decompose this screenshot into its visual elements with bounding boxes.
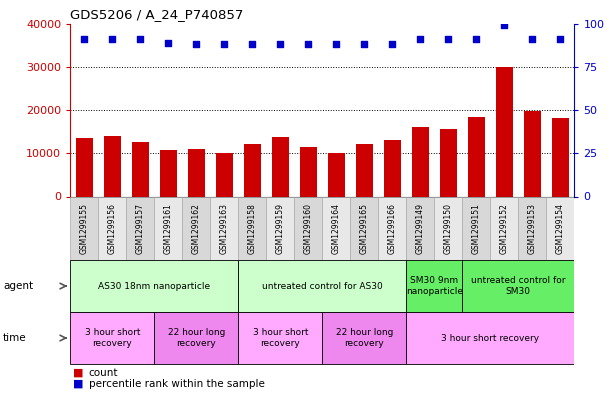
Text: GSM1299160: GSM1299160 xyxy=(304,203,313,254)
Bar xyxy=(76,138,93,196)
Text: agent: agent xyxy=(3,281,33,291)
Bar xyxy=(490,196,518,260)
Text: GSM1299155: GSM1299155 xyxy=(80,203,89,254)
Text: ■: ■ xyxy=(73,368,84,378)
Bar xyxy=(552,118,569,196)
Bar xyxy=(132,141,148,196)
Point xyxy=(444,36,453,42)
Point xyxy=(247,41,257,48)
Bar xyxy=(154,196,182,260)
Text: count: count xyxy=(89,368,118,378)
Bar xyxy=(98,196,126,260)
Bar xyxy=(546,196,574,260)
Text: GSM1299159: GSM1299159 xyxy=(276,203,285,254)
Text: GSM1299163: GSM1299163 xyxy=(220,203,229,254)
Bar xyxy=(238,196,266,260)
Text: GSM1299162: GSM1299162 xyxy=(192,203,201,254)
Bar xyxy=(160,150,177,196)
Bar xyxy=(272,137,289,196)
Text: GSM1299152: GSM1299152 xyxy=(500,203,509,254)
Point xyxy=(136,36,145,42)
Text: ■: ■ xyxy=(73,379,84,389)
Text: 3 hour short
recovery: 3 hour short recovery xyxy=(84,328,140,348)
Text: 22 hour long
recovery: 22 hour long recovery xyxy=(335,328,393,348)
Bar xyxy=(323,312,406,364)
Bar xyxy=(356,144,373,196)
Text: GSM1299165: GSM1299165 xyxy=(360,203,369,254)
Text: GSM1299164: GSM1299164 xyxy=(332,203,341,254)
Bar xyxy=(463,196,490,260)
Text: GDS5206 / A_24_P740857: GDS5206 / A_24_P740857 xyxy=(70,8,244,21)
Bar xyxy=(126,196,154,260)
Bar xyxy=(70,260,238,312)
Bar xyxy=(524,111,541,196)
Point xyxy=(304,41,313,48)
Point xyxy=(219,41,229,48)
Bar xyxy=(468,116,485,196)
Point xyxy=(415,36,425,42)
Bar xyxy=(496,67,513,196)
Bar xyxy=(406,196,434,260)
Point xyxy=(555,36,565,42)
Point xyxy=(527,36,537,42)
Text: untreated control for AS30: untreated control for AS30 xyxy=(262,281,382,290)
Text: percentile rank within the sample: percentile rank within the sample xyxy=(89,379,265,389)
Bar xyxy=(238,312,323,364)
Point xyxy=(472,36,481,42)
Bar xyxy=(406,312,574,364)
Bar xyxy=(210,196,238,260)
Text: GSM1299153: GSM1299153 xyxy=(528,203,537,254)
Point xyxy=(163,39,173,46)
Bar xyxy=(350,196,378,260)
Text: GSM1299154: GSM1299154 xyxy=(556,203,565,254)
Point xyxy=(276,41,285,48)
Bar xyxy=(70,196,98,260)
Point xyxy=(108,36,117,42)
Point xyxy=(387,41,397,48)
Text: AS30 18nm nanoparticle: AS30 18nm nanoparticle xyxy=(98,281,210,290)
Text: GSM1299149: GSM1299149 xyxy=(416,203,425,254)
Bar xyxy=(440,130,456,196)
Bar xyxy=(266,196,295,260)
Point xyxy=(79,36,89,42)
Text: 22 hour long
recovery: 22 hour long recovery xyxy=(167,328,225,348)
Point xyxy=(359,41,369,48)
Bar xyxy=(238,260,406,312)
Text: 3 hour short
recovery: 3 hour short recovery xyxy=(252,328,308,348)
Bar xyxy=(182,196,210,260)
Text: GSM1299156: GSM1299156 xyxy=(108,203,117,254)
Text: time: time xyxy=(3,333,27,343)
Point xyxy=(499,22,509,28)
Bar xyxy=(216,153,233,196)
Bar xyxy=(154,312,238,364)
Point xyxy=(191,41,201,48)
Point xyxy=(331,41,341,48)
Bar xyxy=(104,136,120,196)
Bar xyxy=(378,196,406,260)
Bar xyxy=(412,127,429,196)
Text: GSM1299166: GSM1299166 xyxy=(388,203,397,254)
Bar xyxy=(328,153,345,196)
Text: GSM1299157: GSM1299157 xyxy=(136,203,145,254)
Text: GSM1299158: GSM1299158 xyxy=(248,203,257,254)
Text: GSM1299151: GSM1299151 xyxy=(472,203,481,254)
Bar xyxy=(518,196,546,260)
Text: GSM1299150: GSM1299150 xyxy=(444,203,453,254)
Bar xyxy=(188,149,205,196)
Text: 3 hour short recovery: 3 hour short recovery xyxy=(441,334,540,343)
Bar xyxy=(463,260,574,312)
Bar xyxy=(244,144,261,196)
Bar xyxy=(384,140,401,196)
Text: SM30 9nm
nanoparticle: SM30 9nm nanoparticle xyxy=(406,276,463,296)
Text: untreated control for
SM30: untreated control for SM30 xyxy=(471,276,566,296)
Bar xyxy=(295,196,323,260)
Bar xyxy=(300,147,316,196)
Bar xyxy=(406,260,463,312)
Bar xyxy=(434,196,463,260)
Text: GSM1299161: GSM1299161 xyxy=(164,203,173,254)
Bar xyxy=(323,196,350,260)
Bar xyxy=(70,312,154,364)
